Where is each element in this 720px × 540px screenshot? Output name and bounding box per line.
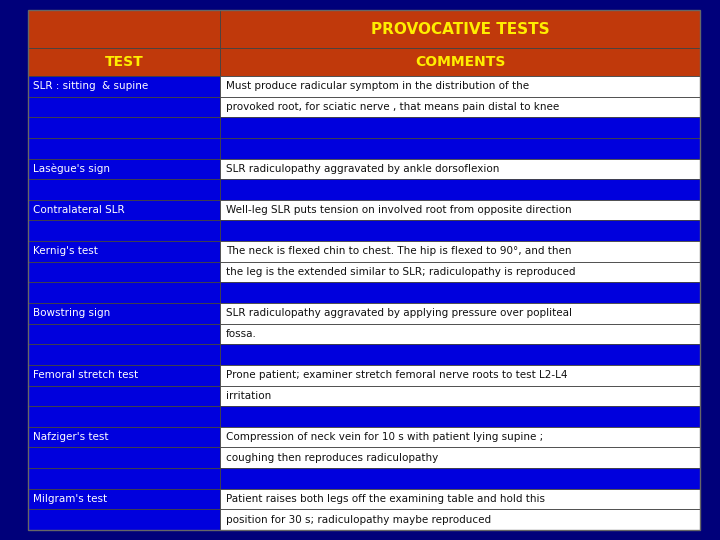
Bar [28, 179, 220, 200]
Text: Lasègue's sign: Lasègue's sign [33, 164, 110, 174]
Text: Compression of neck vein for 10 s with patient lying supine ;: Compression of neck vein for 10 s with p… [226, 432, 544, 442]
Text: Must produce radicular symptom in the distribution of the: Must produce radicular symptom in the di… [226, 82, 529, 91]
Bar [28, 117, 220, 138]
Text: SLR radiculopathy aggravated by applying pressure over popliteal: SLR radiculopathy aggravated by applying… [226, 308, 572, 318]
Bar [220, 489, 700, 509]
Text: Bowstring sign: Bowstring sign [33, 308, 110, 318]
Text: Contralateral SLR: Contralateral SLR [33, 205, 125, 215]
Bar [220, 262, 700, 282]
Bar [28, 323, 220, 345]
Text: Prone patient; examiner stretch femoral nerve roots to test L2-L4: Prone patient; examiner stretch femoral … [226, 370, 567, 380]
Bar [220, 282, 700, 303]
Bar [28, 48, 220, 76]
Bar [28, 282, 220, 303]
Text: Well-leg SLR puts tension on involved root from opposite direction: Well-leg SLR puts tension on involved ro… [226, 205, 572, 215]
Text: COMMENTS: COMMENTS [415, 55, 505, 69]
Bar [220, 138, 700, 159]
Bar [28, 159, 220, 179]
Bar [220, 323, 700, 345]
Bar [28, 262, 220, 282]
Bar [28, 489, 220, 509]
Bar [220, 48, 700, 76]
Bar [28, 10, 220, 48]
Bar [28, 345, 220, 365]
Bar [220, 427, 700, 448]
Text: position for 30 s; radiculopathy maybe reproduced: position for 30 s; radiculopathy maybe r… [226, 515, 491, 525]
Bar [28, 365, 220, 386]
Bar [220, 76, 700, 97]
Bar [220, 97, 700, 117]
Text: provoked root, for sciatic nerve , that means pain distal to knee: provoked root, for sciatic nerve , that … [226, 102, 559, 112]
Bar [220, 220, 700, 241]
Bar [28, 220, 220, 241]
Bar [28, 303, 220, 323]
Text: Femoral stretch test: Femoral stretch test [33, 370, 138, 380]
Text: Nafziger's test: Nafziger's test [33, 432, 109, 442]
Bar [28, 406, 220, 427]
Bar [28, 509, 220, 530]
Text: Kernig's test: Kernig's test [33, 246, 98, 256]
Bar [220, 509, 700, 530]
Text: fossa.: fossa. [226, 329, 257, 339]
Text: SLR radiculopathy aggravated by ankle dorsoflexion: SLR radiculopathy aggravated by ankle do… [226, 164, 500, 174]
Bar [220, 179, 700, 200]
Bar [220, 468, 700, 489]
Text: SLR : sitting  & supine: SLR : sitting & supine [33, 82, 148, 91]
Bar [220, 117, 700, 138]
Bar [28, 200, 220, 220]
Bar [220, 345, 700, 365]
Bar [220, 448, 700, 468]
Text: coughing then reproduces radiculopathy: coughing then reproduces radiculopathy [226, 453, 438, 463]
Bar [28, 97, 220, 117]
Bar [220, 365, 700, 386]
Text: irritation: irritation [226, 391, 271, 401]
Bar [28, 386, 220, 406]
Text: TEST: TEST [104, 55, 143, 69]
Text: Milgram's test: Milgram's test [33, 494, 107, 504]
Text: PROVOCATIVE TESTS: PROVOCATIVE TESTS [371, 22, 549, 37]
Bar [220, 10, 700, 48]
Bar [220, 241, 700, 262]
Bar [28, 448, 220, 468]
Bar [220, 303, 700, 323]
Text: the leg is the extended similar to SLR; radiculopathy is reproduced: the leg is the extended similar to SLR; … [226, 267, 575, 277]
Bar [28, 468, 220, 489]
Bar [220, 406, 700, 427]
Bar [28, 138, 220, 159]
Bar [220, 386, 700, 406]
Bar [28, 241, 220, 262]
Bar [28, 427, 220, 448]
Text: The neck is flexed chin to chest. The hip is flexed to 90°, and then: The neck is flexed chin to chest. The hi… [226, 246, 572, 256]
Bar [220, 159, 700, 179]
Text: Patient raises both legs off the examining table and hold this: Patient raises both legs off the examini… [226, 494, 545, 504]
Bar [28, 76, 220, 97]
Bar [220, 200, 700, 220]
